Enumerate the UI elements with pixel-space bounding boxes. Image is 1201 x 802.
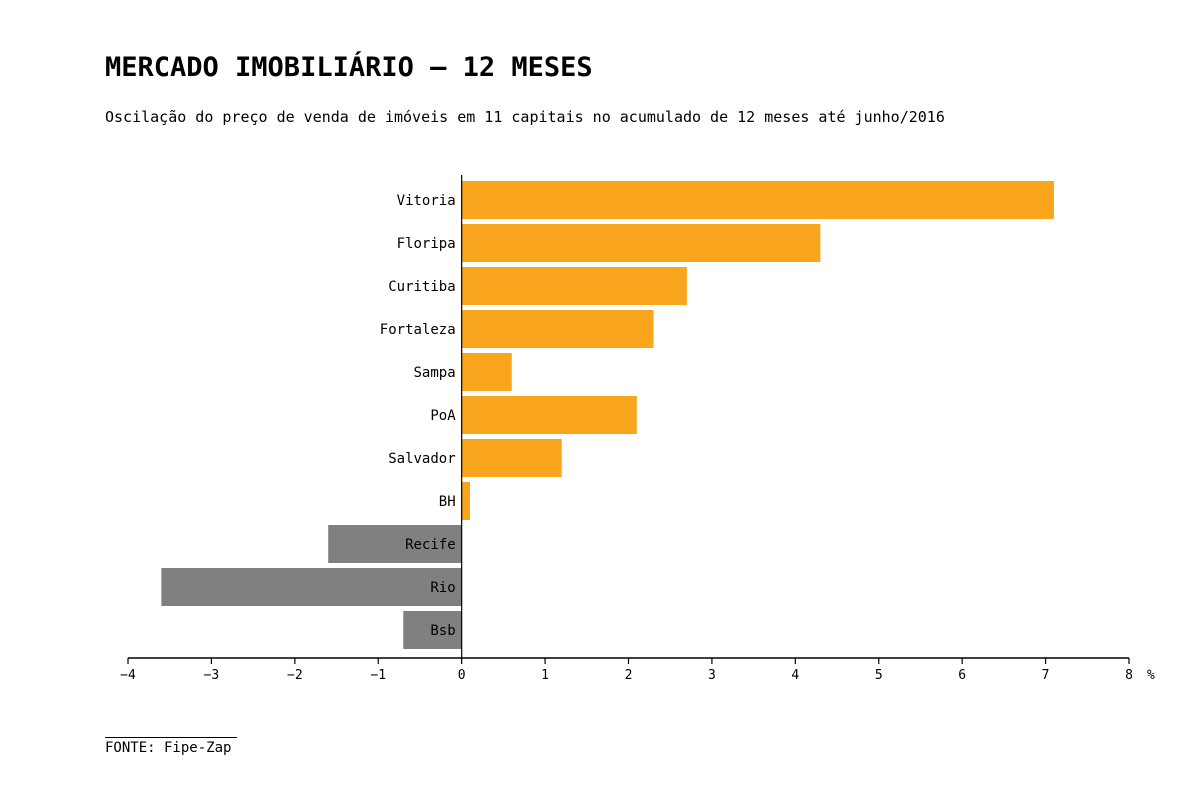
- bar-sampa: [461, 353, 512, 391]
- source-note: FONTE: Fipe-Zap: [105, 740, 232, 756]
- x-axis: −4 −3 −2 −1 0 1 2 3 4 5 6 7 8%: [120, 657, 1155, 683]
- x-tick-label: 7: [1042, 668, 1050, 683]
- x-tick-label: 4: [791, 668, 799, 683]
- chart-subtitle: Oscilação do preço de venda de imóveis e…: [105, 108, 945, 126]
- x-tick-label: 3: [708, 668, 716, 683]
- x-axis-unit-label: %: [1147, 668, 1155, 683]
- bars-layer: [161, 181, 1054, 649]
- category-label: Vitoria: [397, 193, 456, 209]
- bar-bsb: [403, 611, 462, 649]
- x-tick-label: 0: [458, 668, 466, 683]
- bar-bh: [461, 482, 471, 520]
- x-tick-label: 8: [1125, 668, 1133, 683]
- x-tick-label: 6: [958, 668, 966, 683]
- bar-fortaleza: [461, 310, 654, 348]
- category-labels: Vitoria Floripa Curitiba Fortaleza Sampa PoA S…: [380, 193, 456, 639]
- bar-rio: [161, 568, 462, 606]
- bar-curitiba: [461, 267, 687, 305]
- category-label: Bsb: [430, 623, 455, 639]
- x-tick-label: 2: [625, 668, 633, 683]
- category-label: PoA: [430, 408, 456, 424]
- x-tick-label: −3: [204, 668, 220, 683]
- category-label: Rio: [430, 580, 455, 596]
- category-label: Salvador: [388, 451, 455, 467]
- x-tick-label: −4: [120, 668, 136, 683]
- x-tick-label: 5: [875, 668, 883, 683]
- category-label: Fortaleza: [380, 322, 456, 338]
- x-tick-label: 1: [541, 668, 549, 683]
- bar-salvador: [461, 439, 562, 477]
- bar-vitoria: [461, 181, 1054, 219]
- category-label: Curitiba: [388, 279, 455, 295]
- bar-recife: [328, 525, 462, 563]
- x-tick-label: −1: [370, 668, 386, 683]
- chart-title: MERCADO IMOBILIÁRIO – 12 MESES: [105, 52, 593, 83]
- category-label: Sampa: [414, 365, 456, 381]
- category-label: Recife: [405, 537, 456, 553]
- category-label: BH: [439, 494, 456, 510]
- category-label: Floripa: [397, 236, 456, 252]
- bar-floripa: [461, 224, 821, 262]
- x-tick-label: −2: [287, 668, 303, 683]
- source-divider: [105, 737, 237, 738]
- bar-poa: [461, 396, 637, 434]
